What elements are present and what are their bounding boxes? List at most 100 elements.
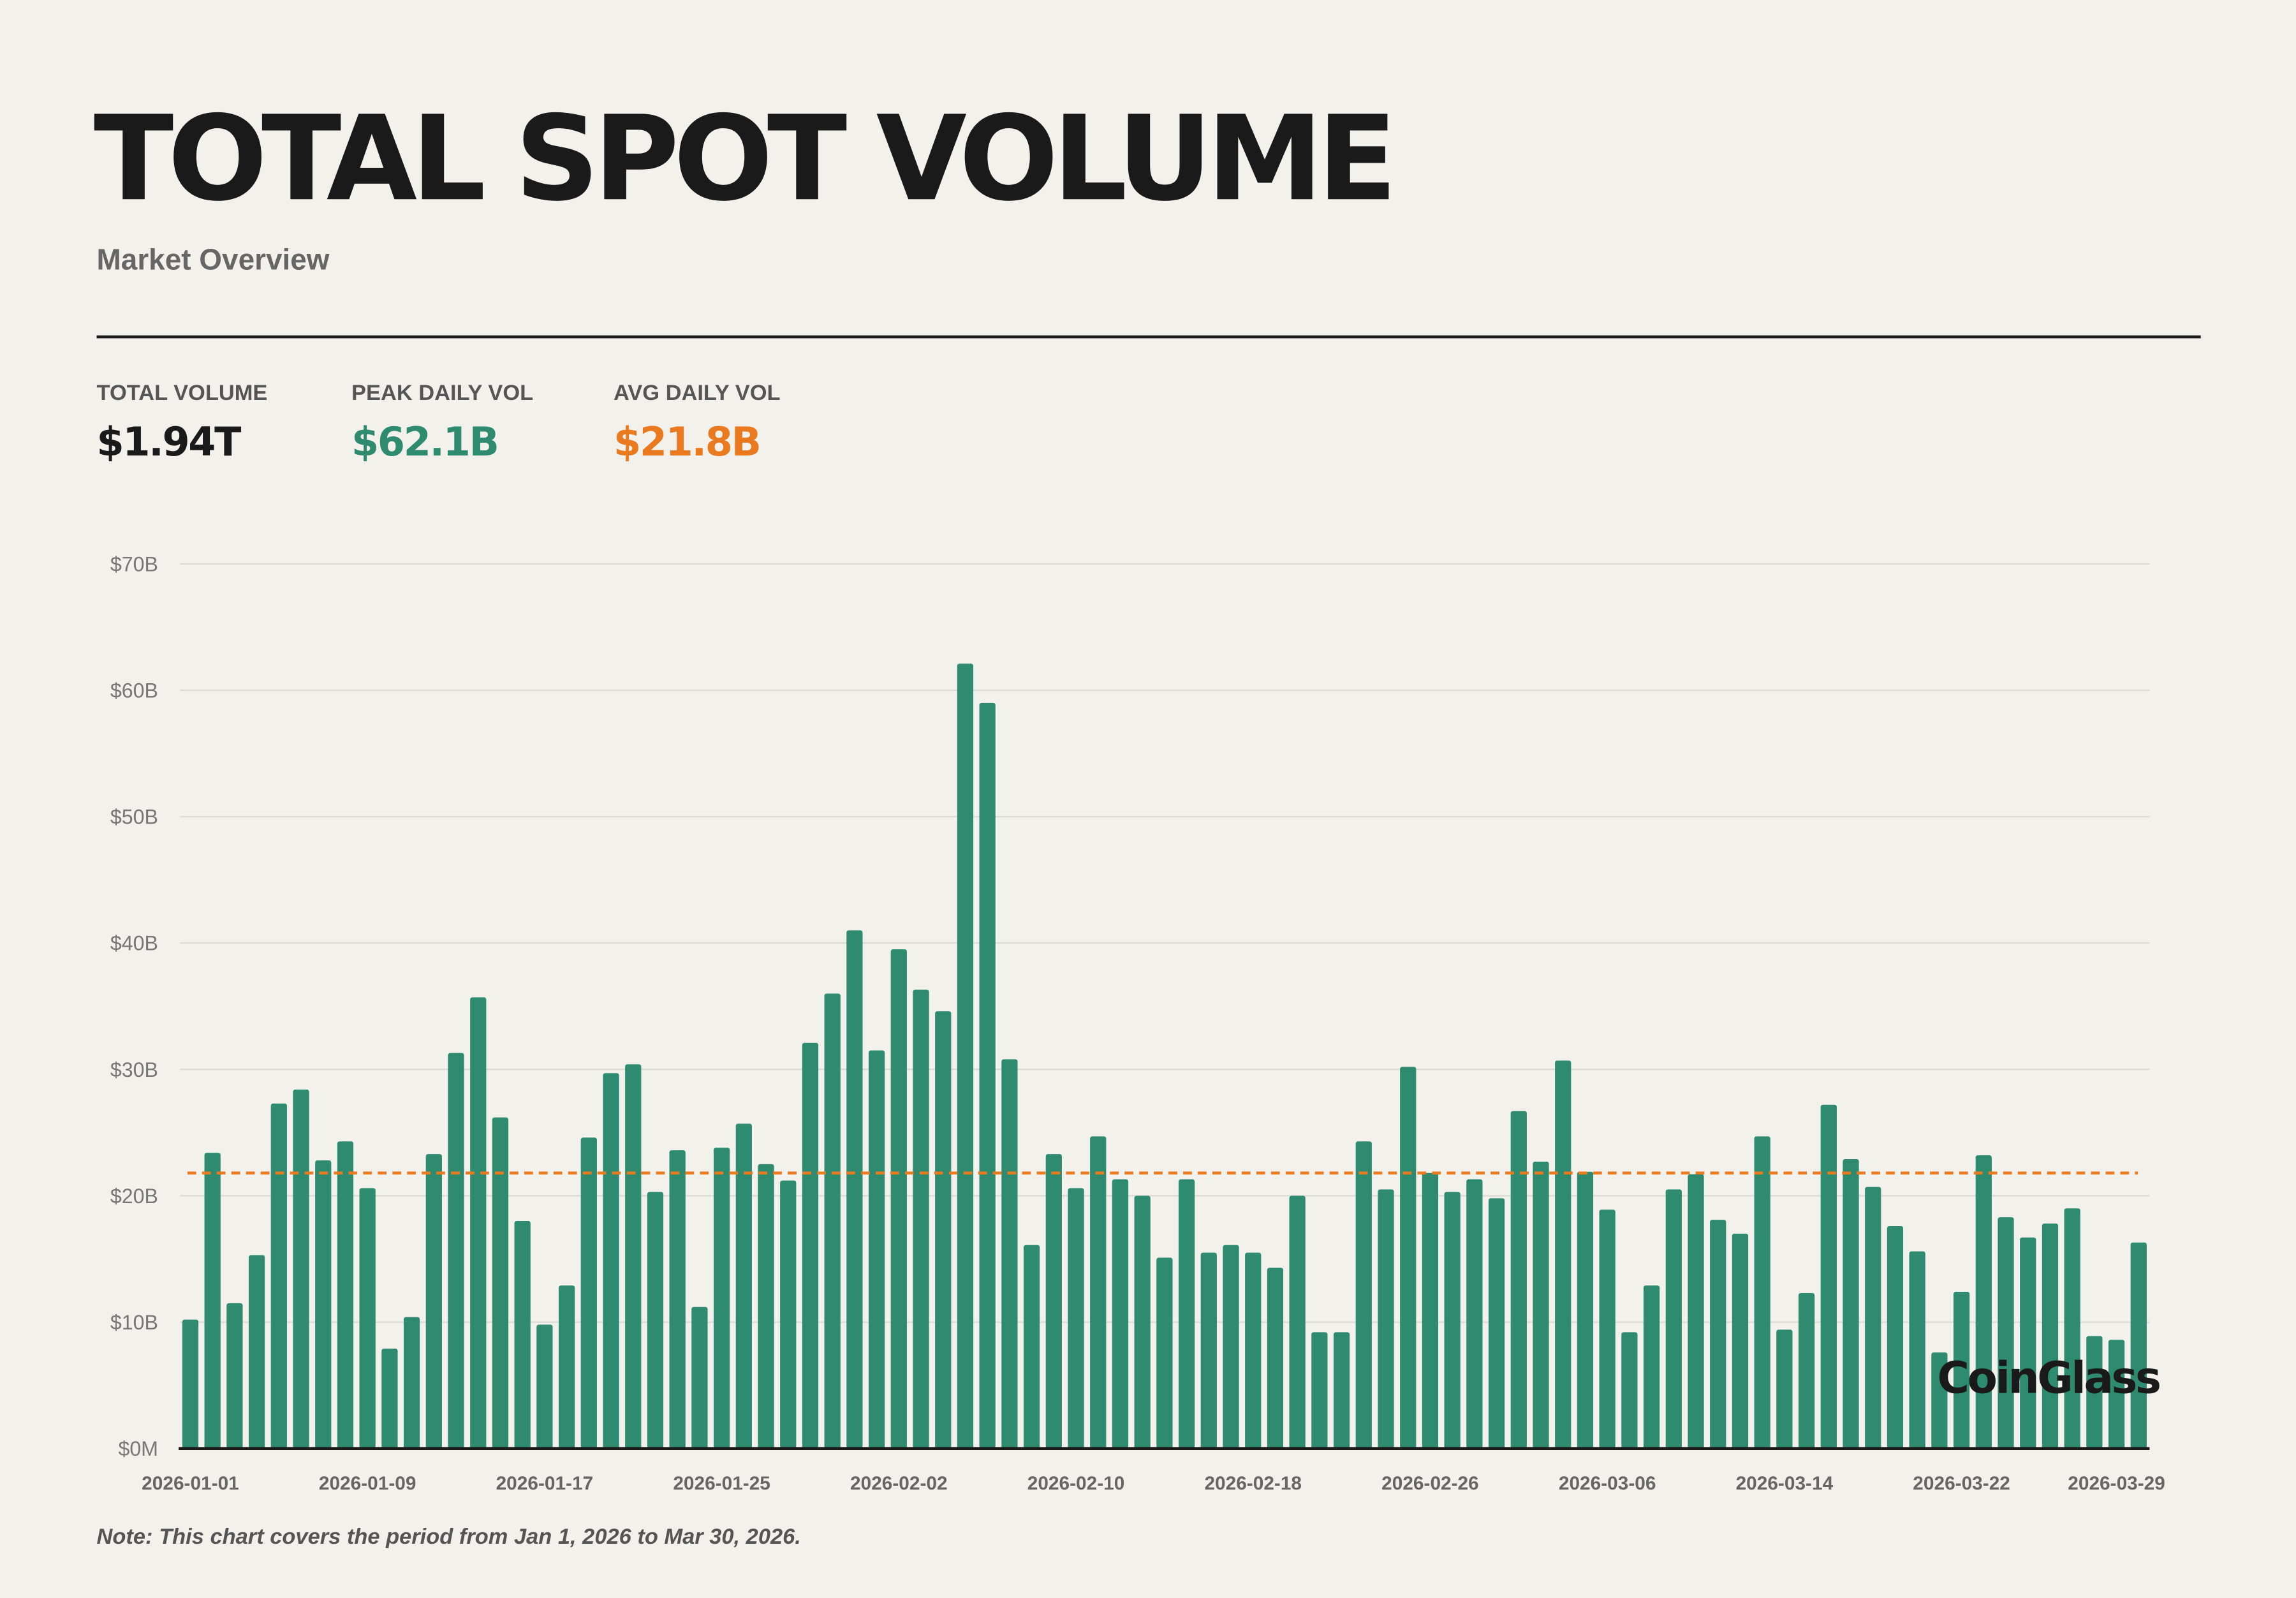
bar bbox=[1045, 1154, 1062, 1449]
bar bbox=[647, 1192, 664, 1449]
bar bbox=[1643, 1285, 1660, 1449]
bar bbox=[1200, 1252, 1217, 1449]
x-tick-label: 2026-01-17 bbox=[496, 1473, 594, 1494]
bar bbox=[558, 1285, 575, 1449]
bar bbox=[691, 1306, 708, 1449]
x-tick-label: 2026-03-06 bbox=[1559, 1473, 1656, 1494]
bar bbox=[2130, 1242, 2147, 1449]
bar bbox=[1843, 1158, 1859, 1449]
y-tick-label: $50B bbox=[110, 806, 158, 829]
stat-label: PEAK DAILY VOL bbox=[351, 380, 534, 406]
bar bbox=[1068, 1188, 1084, 1449]
y-tick-label: $0M bbox=[118, 1437, 158, 1460]
bar bbox=[957, 663, 974, 1449]
bar bbox=[1909, 1251, 1925, 1449]
bar bbox=[270, 1103, 287, 1449]
bar bbox=[1422, 1173, 1439, 1449]
bar bbox=[1023, 1245, 1040, 1449]
bar bbox=[204, 1153, 221, 1449]
y-tick-label: $10B bbox=[110, 1311, 158, 1334]
bar bbox=[1577, 1171, 1594, 1449]
bar bbox=[1931, 1352, 1948, 1449]
bar bbox=[1267, 1268, 1284, 1449]
bar bbox=[2042, 1224, 2059, 1449]
bar bbox=[913, 989, 929, 1449]
stat-value: $21.8B bbox=[613, 420, 762, 466]
page-title: TOTAL SPOT VOLUME bbox=[93, 91, 1397, 227]
bar bbox=[824, 993, 841, 1449]
bar bbox=[1178, 1179, 1195, 1449]
bar bbox=[1865, 1187, 1881, 1449]
stat-peak-daily: PEAK DAILY VOL $62.1B bbox=[351, 381, 533, 466]
bar bbox=[1998, 1217, 2014, 1449]
bar bbox=[1311, 1332, 1328, 1449]
bar bbox=[669, 1150, 686, 1449]
stat-label: TOTAL VOLUME bbox=[96, 380, 268, 406]
x-tick-label: 2026-01-01 bbox=[142, 1473, 239, 1494]
bar bbox=[470, 997, 487, 1449]
bar bbox=[1112, 1179, 1129, 1449]
bar bbox=[1953, 1291, 1970, 1449]
chart-note: Note: This chart covers the period from … bbox=[96, 1525, 801, 1550]
bar bbox=[337, 1141, 354, 1449]
stat-total-volume: TOTAL VOLUME $1.94T bbox=[97, 381, 268, 466]
coinglass-logo: CoinGlass bbox=[1937, 1353, 2161, 1405]
x-tick-label: 2026-02-02 bbox=[850, 1473, 948, 1494]
bar bbox=[248, 1255, 265, 1449]
bar bbox=[403, 1317, 420, 1449]
y-tick-label: $60B bbox=[110, 679, 158, 702]
bar bbox=[890, 949, 907, 1449]
bar bbox=[1333, 1332, 1350, 1449]
bar bbox=[1466, 1179, 1483, 1449]
bar bbox=[1156, 1257, 1173, 1449]
x-tick-label: 2026-01-25 bbox=[673, 1473, 770, 1494]
bar bbox=[1599, 1210, 1615, 1449]
bar bbox=[293, 1090, 309, 1449]
bar bbox=[735, 1123, 752, 1449]
bar bbox=[979, 702, 996, 1449]
bar bbox=[1378, 1189, 1394, 1449]
bar bbox=[1001, 1059, 1018, 1449]
x-tick-label: 2026-02-26 bbox=[1381, 1473, 1479, 1494]
bar bbox=[2086, 1336, 2103, 1449]
bar bbox=[868, 1050, 885, 1449]
bar bbox=[448, 1053, 464, 1449]
bar bbox=[425, 1154, 442, 1449]
bar bbox=[935, 1011, 952, 1449]
bar bbox=[315, 1160, 332, 1449]
y-tick-label: $30B bbox=[110, 1058, 158, 1081]
bar bbox=[580, 1137, 597, 1449]
y-tick-label: $20B bbox=[110, 1185, 158, 1208]
bar bbox=[1289, 1195, 1306, 1449]
y-tick-label: $70B bbox=[110, 552, 158, 575]
bar bbox=[846, 930, 863, 1449]
bar bbox=[2064, 1208, 2080, 1449]
bar bbox=[1400, 1067, 1417, 1449]
x-tick-label: 2026-03-29 bbox=[2068, 1473, 2165, 1494]
bar bbox=[1444, 1192, 1461, 1449]
bar bbox=[182, 1319, 199, 1449]
bar bbox=[1732, 1233, 1749, 1449]
bar bbox=[1355, 1141, 1372, 1449]
bar bbox=[1555, 1060, 1571, 1449]
bar bbox=[2020, 1237, 2036, 1449]
x-tick-label: 2026-02-10 bbox=[1027, 1473, 1125, 1494]
bar bbox=[1887, 1225, 1904, 1449]
bar bbox=[758, 1164, 774, 1449]
x-tick-label: 2026-03-14 bbox=[1736, 1473, 1834, 1494]
x-tick-label: 2026-02-18 bbox=[1204, 1473, 1302, 1494]
y-tick-label: $40B bbox=[110, 932, 158, 955]
bar bbox=[1245, 1252, 1262, 1449]
x-tick-label: 2026-03-22 bbox=[1913, 1473, 2010, 1494]
stat-value: $1.94T bbox=[96, 420, 242, 466]
bar bbox=[492, 1117, 509, 1449]
bar bbox=[2108, 1340, 2125, 1449]
bar bbox=[713, 1148, 730, 1449]
bar bbox=[1776, 1329, 1793, 1449]
bar bbox=[603, 1073, 619, 1449]
bar bbox=[1621, 1332, 1638, 1449]
bar bbox=[625, 1064, 642, 1449]
bar bbox=[1223, 1245, 1239, 1449]
bar bbox=[1533, 1161, 1549, 1449]
